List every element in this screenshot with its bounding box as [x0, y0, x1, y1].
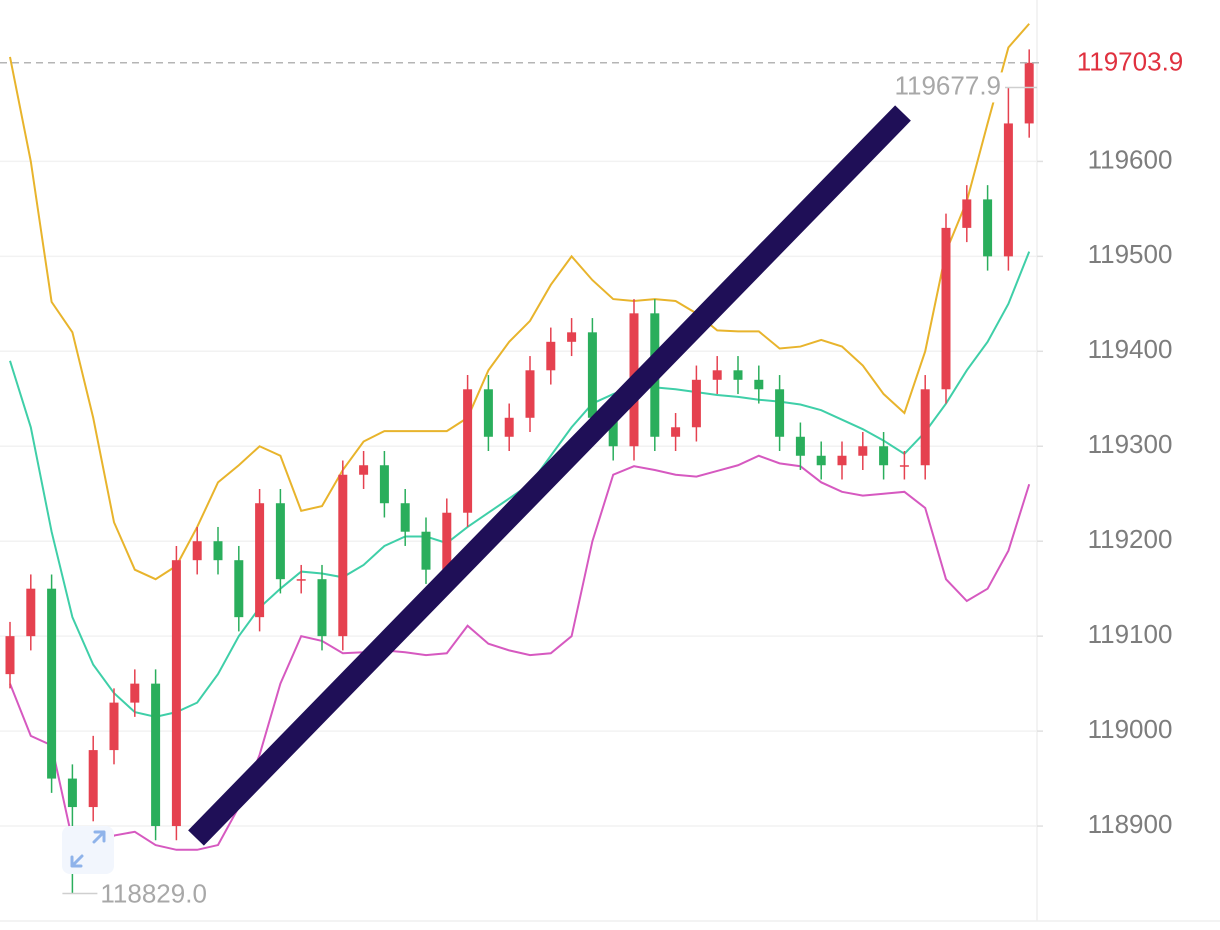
band-line: [9, 23, 1030, 581]
candle-body: [546, 341, 556, 371]
candle-body: [733, 370, 743, 380]
candle-body: [67, 778, 77, 808]
candle-body: [359, 465, 369, 475]
candle-body: [754, 379, 764, 390]
candle-body: [213, 541, 223, 561]
band-line: [9, 454, 1031, 860]
candle-body: [151, 683, 161, 827]
candle-body: [400, 503, 410, 532]
annotations: 119703.9 119677.9 118829.0: [0, 42, 1220, 908]
candle-body: [504, 417, 514, 437]
y-tick-label: 119300: [1088, 429, 1173, 459]
y-tick-label: 119000: [1088, 714, 1173, 744]
candle-body: [691, 379, 701, 428]
y-tick-label: 119500: [1088, 239, 1173, 269]
candle-body: [899, 465, 909, 467]
candle-body: [671, 427, 681, 437]
y-tick-label: 119400: [1088, 334, 1173, 364]
candle-body: [234, 560, 244, 618]
candle-body: [608, 417, 618, 447]
candle-body: [775, 389, 785, 437]
candle-body: [920, 389, 930, 466]
min-label: 118829.0: [100, 878, 207, 908]
candle-body: [109, 702, 119, 751]
max-label-bg: [893, 72, 1005, 103]
drawn-trend-line[interactable]: [188, 105, 911, 846]
candle-body: [712, 370, 722, 380]
candle-body: [26, 588, 36, 637]
candle-body: [421, 531, 431, 570]
candle-body: [275, 503, 285, 580]
candle-body: [379, 465, 389, 504]
candle-body: [587, 332, 597, 418]
y-tick-label: 119200: [1088, 524, 1173, 554]
candle-body: [171, 560, 181, 827]
last-price-box: [1042, 42, 1220, 83]
candle-body: [962, 199, 972, 228]
max-label: 119677.9: [894, 70, 1001, 100]
candle-body: [296, 579, 306, 581]
y-tick-label: 119100: [1088, 619, 1173, 649]
candle-body: [338, 474, 348, 637]
candle-body: [858, 446, 868, 456]
candle-body: [130, 683, 140, 703]
candle-body: [816, 455, 826, 466]
candle-body: [463, 389, 473, 513]
candle-body: [983, 199, 993, 257]
candle-body: [5, 636, 15, 675]
candle-body: [879, 446, 889, 466]
candle-body: [317, 579, 327, 637]
candle-body: [483, 389, 493, 437]
candle-body: [1003, 123, 1013, 257]
candle-body: [525, 370, 535, 418]
candle-body: [255, 503, 265, 618]
candle-body: [442, 512, 452, 570]
candle-body: [941, 227, 951, 390]
candle-body: [567, 332, 577, 342]
candle-body: [88, 750, 98, 808]
candle-body: [1024, 62, 1034, 124]
y-tick-label: 118900: [1088, 809, 1173, 839]
candle-body: [837, 455, 847, 466]
expand-icon[interactable]: [62, 826, 114, 874]
candle-body: [795, 436, 805, 456]
candle-body: [47, 588, 57, 779]
y-tick-label: 119600: [1088, 144, 1173, 174]
last-price-label: 119703.9: [1077, 47, 1184, 77]
candle-body: [192, 541, 202, 561]
